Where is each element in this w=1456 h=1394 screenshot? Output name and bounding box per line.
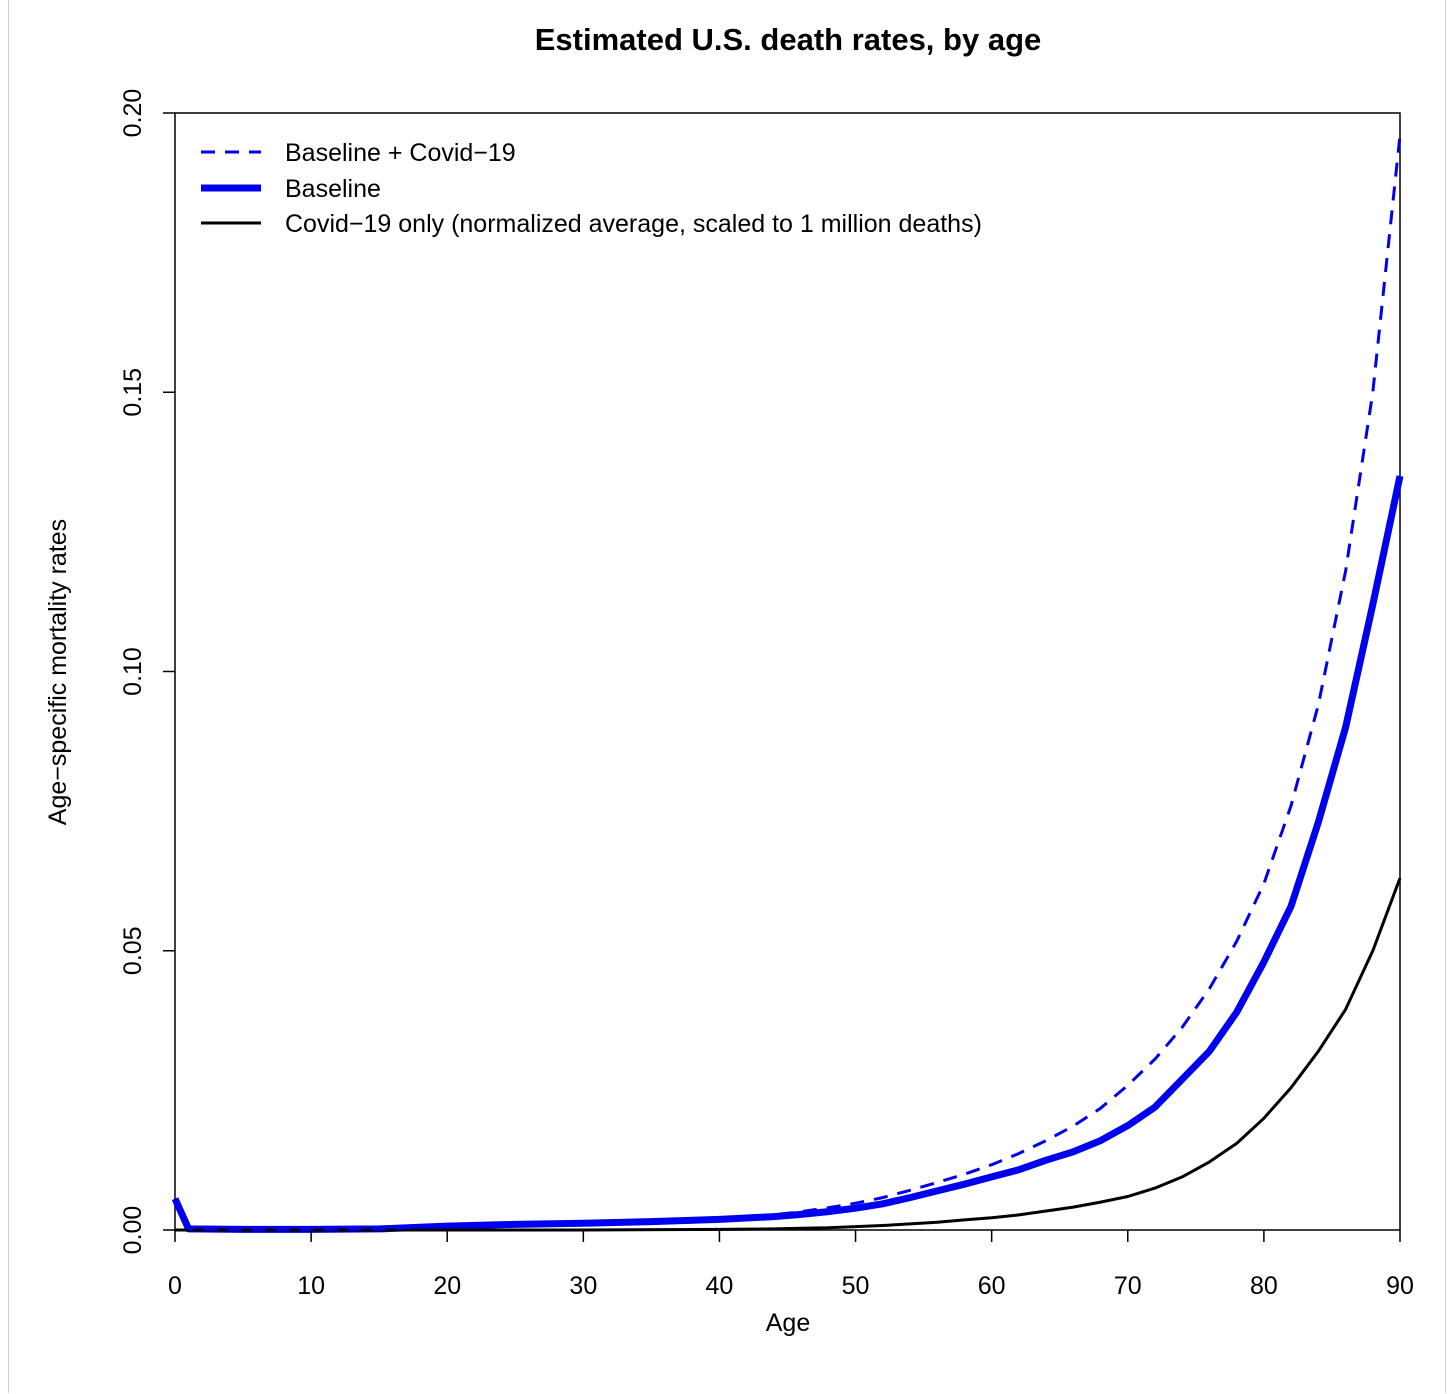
- series-line-covid-19-only-normalized-average-scaled-to-1-million-deaths: [175, 877, 1402, 1232]
- y-tick-label: 0.05: [119, 926, 147, 975]
- x-axis: 0 10 20 30 40 50 60 70 80 90: [168, 1230, 1414, 1300]
- y-axis: 0.00 0.05 0.10 0.15 0.20: [119, 89, 175, 1255]
- x-tick-label: 10: [297, 1272, 325, 1300]
- legend-label: Baseline: [285, 175, 381, 203]
- y-axis-title: Age−specific mortality rates: [44, 519, 72, 825]
- x-tick-label: 80: [1250, 1272, 1278, 1300]
- series-line-baseline: [171, 475, 1404, 1233]
- x-tick-label: 50: [842, 1272, 870, 1300]
- x-tick-label: 70: [1114, 1272, 1142, 1300]
- chart-title: Estimated U.S. death rates, by age: [535, 22, 1042, 57]
- x-tick-label: 60: [978, 1272, 1006, 1300]
- x-axis-title: Age: [766, 1309, 810, 1337]
- chart-frame: Estimated U.S. death rates, by age 0 10 20…: [8, 0, 1446, 1393]
- plot-border: [174, 112, 1401, 1231]
- series-line-baseline-covid-19: [173, 135, 1402, 1231]
- chart: Estimated U.S. death rates, by age 0 10 20…: [44, 22, 1414, 1337]
- x-tick-label: 30: [569, 1272, 597, 1300]
- y-tick-label: 0.15: [119, 368, 147, 417]
- x-tick-label: 90: [1386, 1272, 1414, 1300]
- plot-area: [171, 112, 1404, 1233]
- series-layer: [171, 135, 1404, 1233]
- x-tick-label: 0: [168, 1272, 182, 1300]
- y-tick-label: 0.00: [119, 1206, 147, 1255]
- x-tick-label: 40: [706, 1272, 734, 1300]
- legend-label: Baseline + Covid−19: [285, 139, 516, 167]
- y-tick-label: 0.10: [119, 647, 147, 696]
- legend-label: Covid−19 only (normalized average, scale…: [285, 210, 982, 238]
- y-tick-label: 0.20: [119, 89, 147, 138]
- x-tick-label: 20: [433, 1272, 461, 1300]
- legend: Baseline + Covid−19 Baseline Covid−19 only…: [201, 139, 982, 238]
